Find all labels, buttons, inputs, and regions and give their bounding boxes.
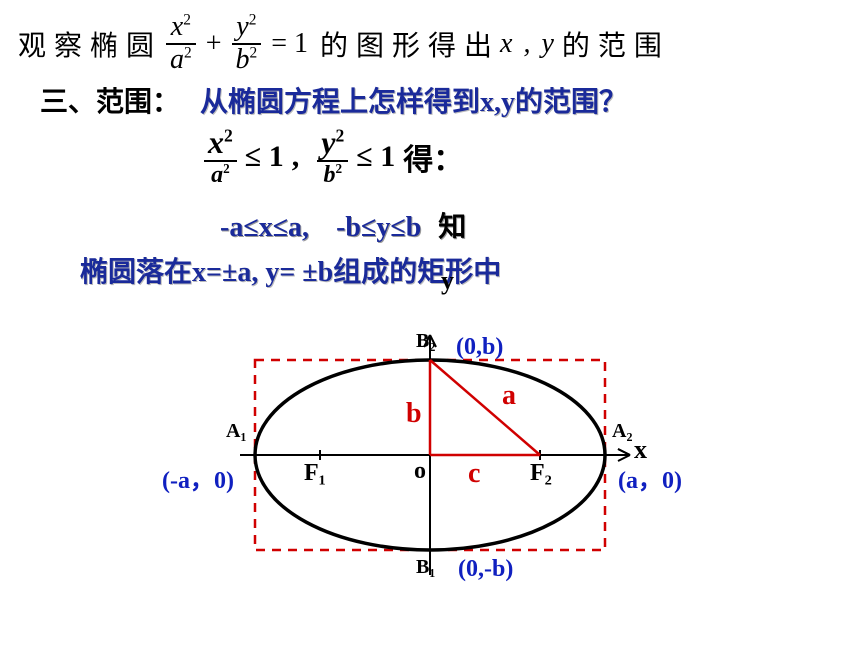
title-post2: 的范围 — [562, 24, 670, 64]
equals-one: = 1 — [271, 28, 308, 60]
origin-label: o — [414, 458, 426, 485]
pt-ma0: (-a，0) — [162, 460, 234, 495]
title-post: 的图形得出 — [320, 24, 500, 64]
de-text: 得： — [403, 135, 463, 179]
frac-y2b2: y2 b2 — [232, 12, 262, 76]
pt-0b: (0,b) — [456, 334, 503, 361]
frac1-den: a — [170, 44, 184, 75]
result-a: -a≤x≤a, — [220, 212, 309, 243]
title-pre: 观察椭圆 — [18, 24, 162, 64]
question-line: 从椭圆方程上怎样得到x,y的范围？ — [200, 80, 627, 120]
comma1: , — [292, 140, 300, 174]
frac2-den: b — [236, 44, 250, 75]
result-b: -b≤y≤b — [336, 212, 421, 243]
section-title: 三、范围： — [40, 80, 180, 120]
ineq-frac2: y2 b2 — [317, 125, 348, 189]
frac1-num: x — [171, 11, 183, 42]
frac-x2a2: x2 a2 — [166, 12, 196, 76]
ineq1-num: x — [208, 124, 224, 160]
ineq-frac1: x2 a2 — [204, 125, 237, 189]
b-label: b — [406, 398, 422, 430]
pt-a0: (a，0) — [618, 460, 682, 495]
frac2-num: y — [236, 11, 248, 42]
leq2: ≤ 1 — [356, 140, 395, 174]
a1-label: A₁ — [226, 420, 246, 443]
b1-label: B₁ — [416, 556, 435, 579]
ineq2-num: y — [321, 124, 335, 160]
f2-label: F₂ — [530, 460, 552, 487]
ellipse-diagram: y x o B₂ B₁ A₁ A₂ F₁ F₂ (0,b) (0,-b) (a，… — [170, 280, 690, 630]
ineq1-den: a — [211, 162, 223, 188]
b2-label: B₂ — [416, 330, 435, 353]
leq1: ≤ 1 — [245, 140, 284, 174]
f1-label: F₁ — [304, 460, 326, 487]
y-axis-label: y — [441, 266, 454, 296]
pt-0mb: (0,-b) — [458, 556, 513, 583]
a2-label: A₂ — [612, 420, 632, 443]
zhi-text: 知 — [438, 212, 466, 243]
ineq2-den: b — [323, 162, 335, 188]
title-xy: x , y — [500, 28, 556, 60]
plus-sign: + — [206, 28, 222, 60]
inequality-line: x2 a2 ≤ 1 , y2 b2 ≤ 1 得： — [200, 125, 463, 189]
c-label: c — [468, 458, 480, 490]
result-line: -a≤x≤a, -b≤y≤b 知 — [220, 205, 466, 245]
a-label: a — [502, 380, 516, 412]
title-line: 观察椭圆 x2 a2 + y2 b2 = 1 的图形得出 x , y 的范围 — [18, 12, 838, 76]
